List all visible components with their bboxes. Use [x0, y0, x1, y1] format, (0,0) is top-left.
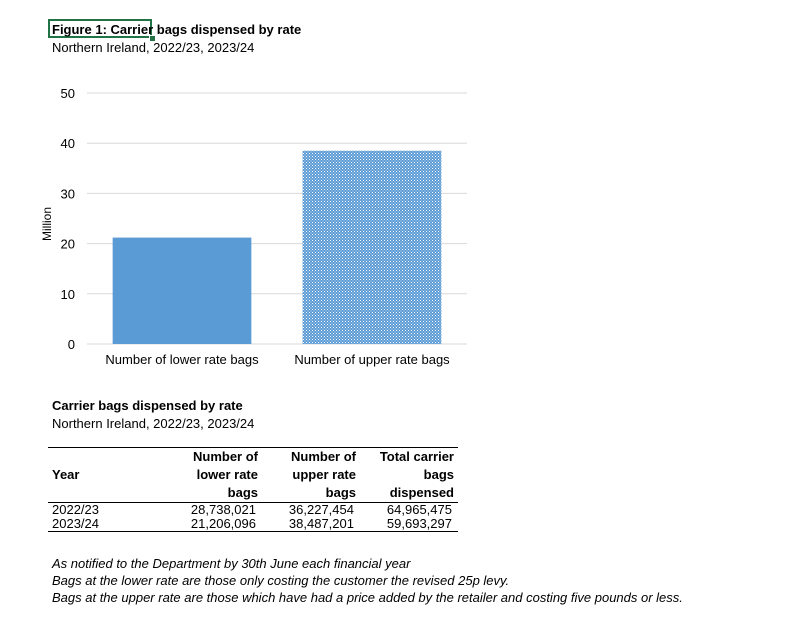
chart-title: Figure 1: Carrier bags dispensed by rate: [52, 22, 302, 37]
table-subtitle: Northern Ireland, 2022/23, 2023/24: [52, 416, 255, 431]
y-tick-label: 20: [61, 237, 75, 252]
y-tick-label: 10: [61, 287, 75, 302]
table-row: 2022/23 28,738,021 36,227,454 64,965,475: [48, 503, 458, 518]
cell: 38,487,201: [288, 516, 354, 531]
bar-lower-rate[interactable]: [112, 237, 252, 344]
cell: 64,965,475: [386, 502, 452, 517]
header-total: Total carrier bags dispensed: [379, 449, 454, 500]
y-tick-label: 40: [61, 136, 75, 151]
y-tick-label: 0: [68, 337, 75, 352]
x-tick-label: Number of lower rate bags: [105, 352, 259, 367]
y-axis-label: Million: [40, 207, 54, 241]
y-tick-label: 30: [61, 186, 75, 201]
header-year: Year: [52, 467, 80, 482]
data-table: Year Number of lower rate bags Number of…: [48, 447, 458, 532]
cell: 21,206,096: [190, 516, 256, 531]
table-title: Carrier bags dispensed by rate: [52, 398, 243, 413]
cell: 28,738,021: [190, 502, 256, 517]
x-tick-label: Number of upper rate bags: [294, 352, 450, 367]
y-tick-label: 50: [61, 86, 75, 101]
header-lower: Number of lower rate bags: [193, 449, 258, 500]
cell: 2023/24: [52, 516, 99, 531]
fill-handle[interactable]: [149, 35, 156, 42]
bar-chart[interactable]: 0 10 20 30 40 50 Number of lower rate bags Num…: [0, 0, 795, 380]
bar-upper-rate[interactable]: [302, 150, 442, 344]
note-3: Bags at the upper rate are those which h…: [52, 590, 683, 605]
header-upper: Number of upper rate bags: [291, 449, 356, 500]
cell: 59,693,297: [386, 516, 452, 531]
note-2: Bags at the lower rate are those only co…: [52, 573, 510, 588]
cell: 2022/23: [52, 502, 99, 517]
selected-cell[interactable]: [48, 19, 152, 38]
table-row: 2023/24 21,206,096 38,487,201 59,693,297: [48, 517, 458, 532]
cell: 36,227,454: [288, 502, 354, 517]
note-1: As notified to the Department by 30th Ju…: [52, 556, 411, 571]
chart-subtitle: Northern Ireland, 2022/23, 2023/24: [52, 40, 255, 55]
